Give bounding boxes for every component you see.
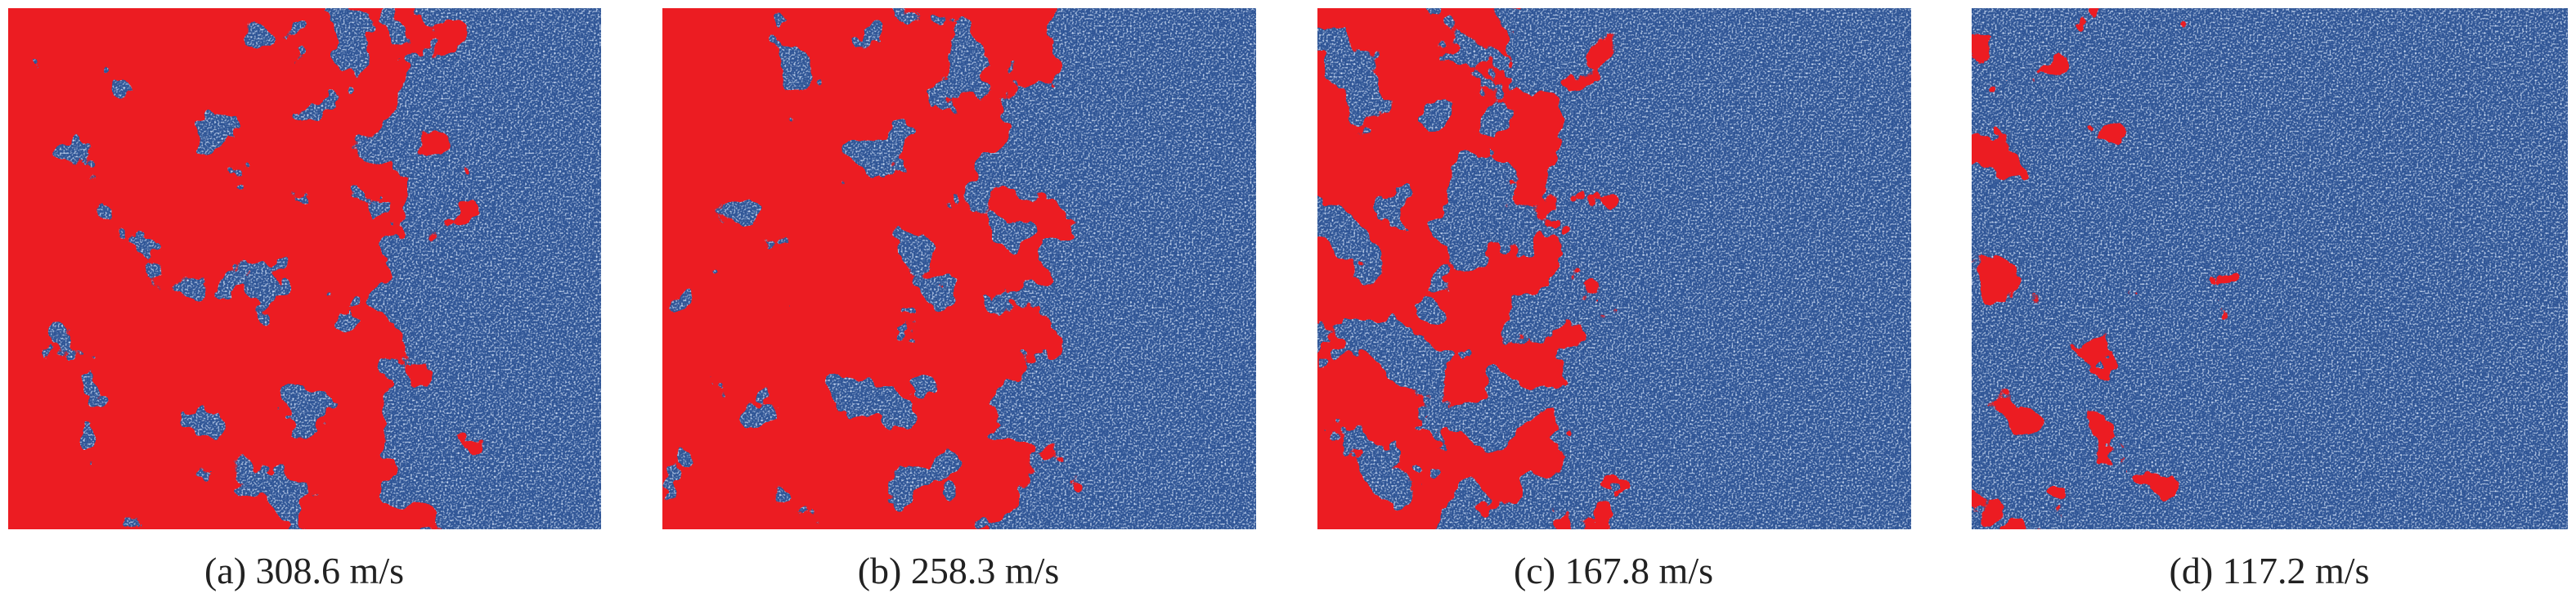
damage-region — [662, 8, 1256, 529]
panel-a: (a) 308.6 m/s — [8, 8, 601, 591]
caption: (d) 117.2 m/s — [2170, 550, 2370, 591]
caption: (c) 167.8 m/s — [1514, 550, 1713, 591]
panel-c: (c) 167.8 m/s — [1317, 8, 1911, 591]
panel-d: (d) 117.2 m/s — [1972, 8, 2568, 591]
panel-b: (b) 258.3 m/s — [662, 8, 1256, 591]
damage-region — [1972, 8, 2568, 529]
damage-region — [1317, 8, 1911, 529]
damage-region — [8, 8, 601, 529]
caption: (b) 258.3 m/s — [858, 550, 1060, 591]
caption: (a) 308.6 m/s — [204, 550, 404, 591]
